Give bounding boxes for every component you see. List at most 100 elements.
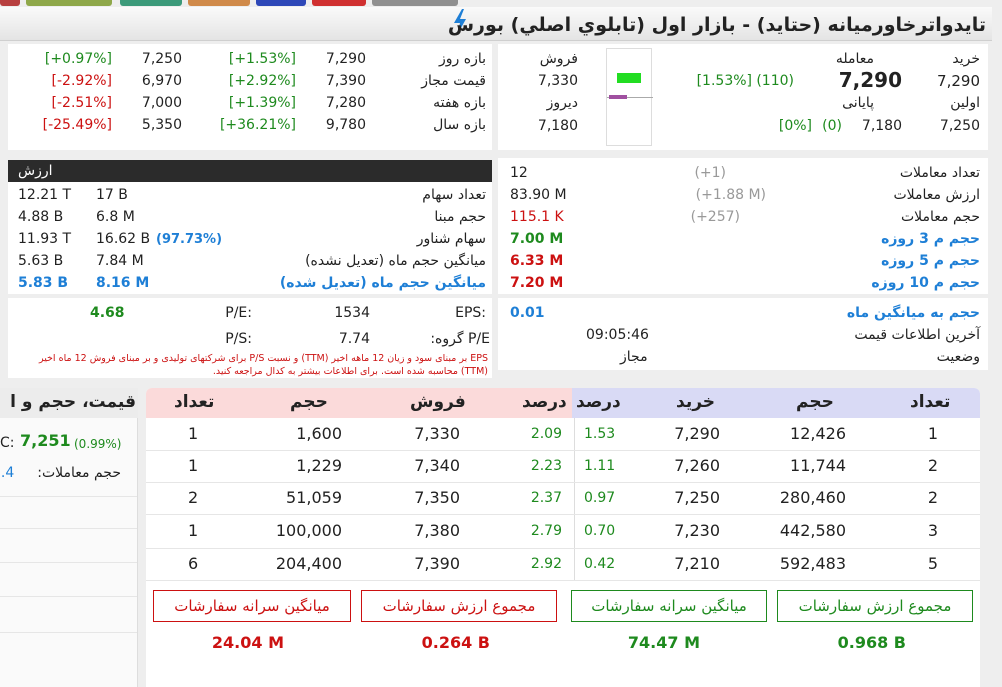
avg-month-vol-label: میانگین حجم ماه (تعدیل نشده) <box>305 253 486 269</box>
ask-total-value-button[interactable]: مجموع ارزش سفارشات <box>361 590 557 622</box>
tab-3[interactable] <box>120 0 182 6</box>
range-low: 6,970 <box>141 73 182 89</box>
range-high: 7,290 <box>325 51 366 67</box>
vol-to-month-value: 0.01 <box>510 305 545 321</box>
trade-percent: [1.53%] <box>696 73 752 89</box>
ask-percent-header: درصد <box>522 392 567 412</box>
vol-to-month-label[interactable]: حجم به میانگین ماه <box>846 305 980 321</box>
tab-7[interactable] <box>372 0 458 6</box>
bid-volume: 11,744 <box>790 456 846 475</box>
pe-value: 4.68 <box>90 305 125 321</box>
lightning-icon[interactable] <box>452 9 468 35</box>
pe-label: P/E: <box>225 305 252 321</box>
bid-total-value-button[interactable]: مجموع ارزش سفارشات <box>777 590 973 622</box>
bid-count-header: تعداد <box>910 392 951 412</box>
tab-1[interactable] <box>0 0 20 6</box>
bid-price: 7,210 <box>674 554 720 573</box>
bid-percent: 0.42 <box>584 556 616 572</box>
trade-price: 7,290 <box>838 68 902 92</box>
ask-volume: 51,059 <box>286 488 342 507</box>
range-low: 5,350 <box>141 117 182 133</box>
ask-avg-per-capita-button[interactable]: میانگین سرانه سفارشات <box>153 590 351 622</box>
sell-price: 7,330 <box>537 73 578 89</box>
eps-label: EPS: <box>455 305 486 321</box>
tab-6[interactable] <box>312 0 366 6</box>
status-value: مجاز <box>620 349 648 365</box>
range-high: 9,780 <box>325 117 366 133</box>
trades-box: تعداد معاملات (+1) 12 ارزش معاملات (+1.8… <box>498 158 988 294</box>
bid-volume: 592,483 <box>779 554 846 573</box>
buy-label: خرید <box>952 51 980 67</box>
ratios-box-left: EPS: 1534 P/E: 4.68 P/E گروه: 7.74 P/S: … <box>8 298 492 378</box>
base-volume-worth: 4.88 B <box>18 209 64 225</box>
bid-price: 7,250 <box>674 488 720 507</box>
bid-percent: 0.70 <box>584 523 616 539</box>
title-bar: تایدواترخاورمیانه (حتاید) - بازار اول (ت… <box>0 7 992 41</box>
tab-5[interactable] <box>256 0 306 6</box>
bid-avg-per-capita-button[interactable]: میانگین سرانه سفارشات <box>571 590 767 622</box>
trade-value-label: ارزش معاملات <box>893 187 980 203</box>
range-high-pct: [+36.21%] <box>219 117 296 133</box>
tab-2[interactable] <box>26 0 112 6</box>
range-high-pct: [+2.92%] <box>228 73 296 89</box>
c-value: 7,251 <box>20 431 71 450</box>
last-update-label: آخرین اطلاعات قیمت <box>854 327 980 343</box>
bid-total-value: 0.968 B <box>837 633 906 652</box>
final-label: پایانی <box>842 95 874 111</box>
avg-month-vol-value: 7.84 M <box>96 253 144 269</box>
trade-value-change: (+1.88 M) <box>695 187 766 203</box>
ask-price: 7,350 <box>414 488 460 507</box>
order-book: تعداد حجم فروش درصد درصد خرید حجم تعداد … <box>146 388 980 687</box>
value-header: ارزش <box>8 160 492 182</box>
final-percent: [0%] <box>778 118 812 134</box>
ask-percent: 2.79 <box>530 523 562 539</box>
ranges-box: بازه روز 7,290 [+1.53%] 7,250 [+0.97%] ق… <box>8 44 492 150</box>
ask-percent: 2.92 <box>530 556 562 572</box>
trade-count-label: تعداد معاملات <box>899 165 980 181</box>
tab-4[interactable] <box>188 0 250 6</box>
ask-total-value: 0.264 B <box>421 633 490 652</box>
ask-volume: 100,000 <box>275 521 342 540</box>
ask-volume: 1,229 <box>296 456 342 475</box>
range-high-pct: [+1.53%] <box>228 51 296 67</box>
bid-price: 7,230 <box>674 521 720 540</box>
mini-price-range-chart <box>606 48 653 146</box>
order-row: 2 51,059 7,350 2.37 0.97 7,250 280,460 2 <box>146 482 980 514</box>
range-label: قیمت مجاز <box>421 73 486 89</box>
bid-header: درصد خرید حجم تعداد <box>572 388 980 418</box>
bid-count: 2 <box>927 456 938 475</box>
trade-volume-value: 115.1 K <box>510 209 564 225</box>
range-baseline <box>607 97 653 98</box>
side-volume-value: 3.4 <box>0 465 15 481</box>
ask-volume-header: حجم <box>290 392 328 412</box>
group-pe-label: P/E گروه: <box>430 331 490 347</box>
side-panel-title: قیمت، حجم و ا <box>10 392 136 412</box>
base-volume-value: 6.8 M <box>96 209 135 225</box>
ask-count: 1 <box>188 521 199 540</box>
book-divider <box>574 418 575 580</box>
bid-volume: 442,580 <box>779 521 846 540</box>
vol-3day-label[interactable]: حجم م 3 روزه <box>881 231 980 247</box>
range-low-pct: [-2.92%] <box>51 73 112 89</box>
bid-volume: 12,426 <box>790 424 846 443</box>
top-tabs <box>0 0 460 6</box>
bid-volume: 280,460 <box>779 488 846 507</box>
avg-month-vol-worth: 5.63 B <box>18 253 64 269</box>
ask-avg-per-capita: 24.04 M <box>211 633 284 652</box>
avg-month-vol-adj-label[interactable]: میانگین حجم ماه (تعدیل شده) <box>279 275 486 291</box>
c-pct: (0.99%) <box>74 437 122 451</box>
ask-count: 1 <box>188 456 199 475</box>
range-low-pct: [-2.51%] <box>51 95 112 111</box>
status-label: وضعیت <box>936 349 980 365</box>
range-high: 7,390 <box>325 73 366 89</box>
range-label: بازه روز <box>439 51 486 67</box>
ask-percent: 2.09 <box>530 426 562 442</box>
trade-count-change: (+1) <box>694 165 726 181</box>
vol-5day-label[interactable]: حجم م 5 روزه <box>881 253 980 269</box>
vol-10day-label[interactable]: حجم م 10 روزه <box>871 275 980 291</box>
range-low-marker <box>609 95 627 99</box>
trade-label: معامله <box>835 51 874 67</box>
trade-volume-label: حجم معاملات <box>900 209 980 225</box>
yesterday-label: دیروز <box>546 95 578 111</box>
value-header-label: ارزش <box>18 163 53 179</box>
